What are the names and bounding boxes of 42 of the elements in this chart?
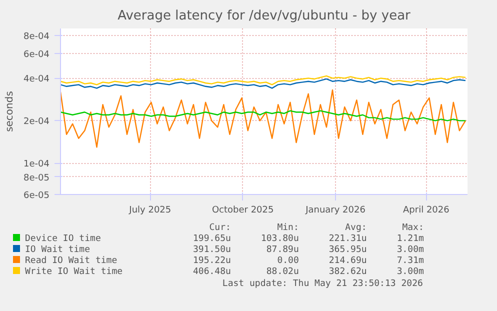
text: Max:	[401, 223, 424, 234]
y-axis-title: seconds	[4, 91, 16, 132]
y-tick-label: 4e-04	[24, 74, 50, 85]
legend-label: Write IO Wait time	[24, 267, 124, 278]
text: Min:	[276, 223, 299, 234]
legend-label: Device IO time	[24, 234, 102, 245]
y-tick-label: 2e-04	[24, 117, 50, 128]
y-tick-label: 8e-04	[24, 32, 50, 42]
text: Cur:	[208, 223, 231, 234]
text: 7.31m	[396, 256, 424, 267]
line-series	[60, 110, 466, 122]
y-tick-label: 6e-05	[24, 191, 50, 201]
text: 0.00	[276, 256, 299, 267]
y-tick-label: 6e-04	[24, 50, 50, 60]
text: Last update: Thu May 21 23:50:13 2026	[221, 278, 424, 291]
text: 1.21m	[396, 234, 424, 245]
text: 88.02u	[265, 267, 299, 278]
line-series	[60, 75, 466, 86]
text: 103.80u	[260, 234, 299, 245]
text: 406.48u	[192, 267, 231, 278]
text: 214.69u	[328, 256, 367, 267]
y-tick-label: 1e-04	[24, 160, 50, 170]
text: 87.89u	[265, 245, 299, 256]
text: 382.62u	[328, 267, 367, 278]
legend-label: IO Wait time	[24, 245, 92, 256]
text: 221.31u	[328, 234, 367, 245]
text: Avg:	[344, 223, 367, 234]
text: 391.50u	[192, 245, 231, 256]
line-series	[60, 78, 466, 89]
y-tick-label: 8e-05	[24, 173, 50, 184]
text: 195.22u	[192, 256, 231, 267]
chart-title: Average latency for /dev/vg/ubuntu - by year	[118, 8, 412, 24]
legend-label: Read IO Wait time	[24, 256, 118, 267]
text: 365.95u	[328, 245, 367, 256]
x-tick-label: January 2026	[304, 206, 366, 216]
text: 199.65u	[192, 234, 231, 245]
text: 3.00m	[396, 267, 424, 278]
line-series	[60, 89, 466, 148]
text: 3.00m	[396, 245, 424, 256]
x-tick-label: April 2026	[403, 206, 450, 216]
x-tick-label: October 2025	[212, 206, 274, 216]
x-tick-label: July 2025	[128, 206, 172, 216]
